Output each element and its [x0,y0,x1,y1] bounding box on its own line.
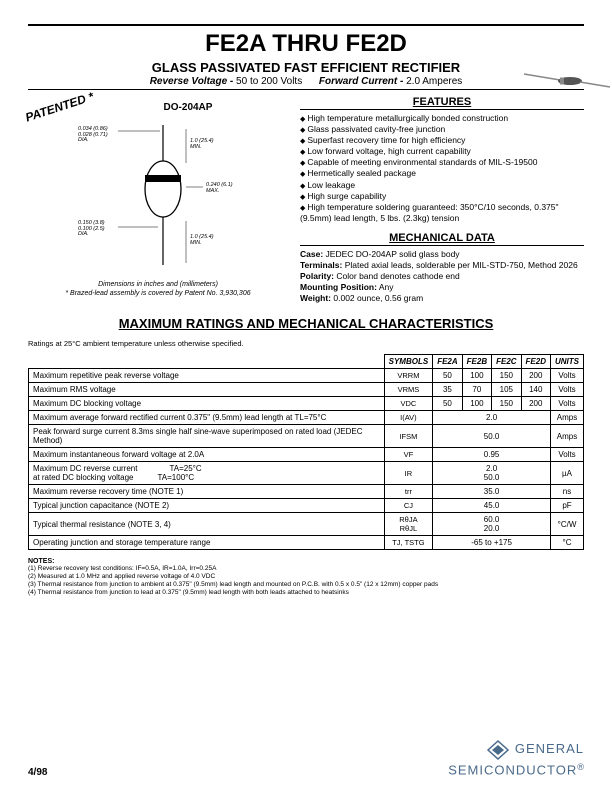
ratings-head: MAXIMUM RATINGS AND MECHANICAL CHARACTER… [28,316,584,331]
table-row: Maximum repetitive peak reverse voltageV… [29,369,584,383]
feature-item: Low forward voltage, high current capabi… [300,146,584,157]
diagram-caption: Dimensions in inches and (millimeters) [28,281,288,288]
note-item: (1) Reverse recovery test conditions: IF… [28,565,584,573]
diode-icon [522,70,612,90]
feature-item: High temperature soldering guaranteed: 3… [300,202,584,224]
spec-line: Reverse Voltage - 50 to 200 Volts Forwar… [28,76,584,87]
patent-note: * Brazed-lead assembly is covered by Pat… [28,290,288,297]
table-row: Maximum average forward rectified curren… [29,411,584,425]
table-row: Typical junction capacitance (NOTE 2)CJ4… [29,499,584,513]
brand-logo: GENERAL SEMICONDUCTOR® [448,738,584,778]
feature-item: Low leakage [300,180,584,191]
footer-date: 4/98 [28,767,47,778]
mech-head: MECHANICAL DATA [300,232,584,246]
table-row: Maximum instantaneous forward voltage at… [29,448,584,462]
feature-item: Capable of meeting environmental standar… [300,157,584,168]
table-row: Operating junction and storage temperatu… [29,536,584,550]
feature-item: Glass passivated cavity-free junction [300,124,584,135]
ratings-note: Ratings at 25°C ambient temperature unle… [28,339,584,348]
notes-list: (1) Reverse recovery test conditions: IF… [28,565,584,596]
note-item: (2) Measured at 1.0 MHz and applied reve… [28,573,584,581]
page-title: FE2A THRU FE2D [28,30,584,58]
note-item: (3) Thermal resistance from junction to … [28,581,584,589]
table-row: Typical thermal resistance (NOTE 3, 4)Rθ… [29,513,584,536]
mech-data: Case: JEDEC DO-204AP solid glass body Te… [300,249,584,304]
feature-item: Hermetically sealed package [300,168,584,179]
table-row: Peak forward surge current 8.3ms single … [29,425,584,448]
note-item: (4) Thermal resistance from junction to … [28,589,584,597]
feature-item: High temperature metallurgically bonded … [300,113,584,124]
ratings-table: SYMBOLSFE2AFE2BFE2CFE2DUNITS Maximum rep… [28,354,584,550]
notes-head: NOTES: [28,558,584,565]
feature-item: Superfast recovery time for high efficie… [300,135,584,146]
table-row: Maximum RMS voltageVRMS3570105140Volts [29,383,584,397]
package-label: DO-204AP [88,102,288,113]
table-row: Maximum DC reverse current TA=25°C at ra… [29,462,584,485]
table-row: Maximum DC blocking voltageVDC5010015020… [29,397,584,411]
features-head: FEATURES [300,96,584,110]
features-list: High temperature metallurgically bonded … [300,113,584,224]
feature-item: High surge capability [300,191,584,202]
table-row: Maximum reverse recovery time (NOTE 1)tr… [29,485,584,499]
page-subtitle: GLASS PASSIVATED FAST EFFICIENT RECTIFIE… [28,60,584,75]
package-diagram: 0.034 (0.86) 0.028 (0.71) DIA. 1.0 (25.4… [58,117,258,277]
